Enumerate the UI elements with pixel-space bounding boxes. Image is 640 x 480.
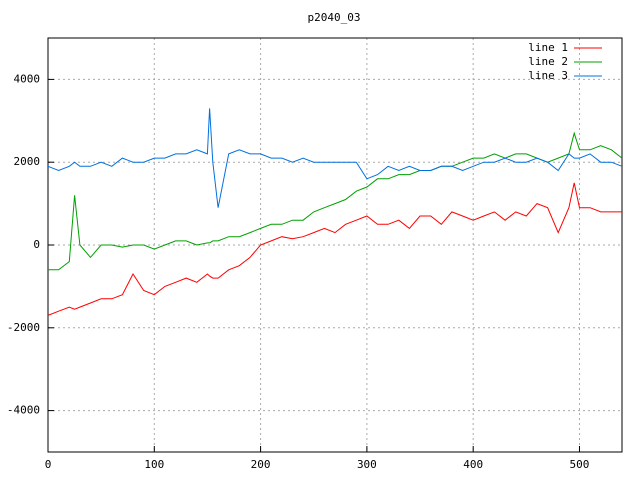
data-line: [47, 108, 623, 208]
legend-label: line 3: [528, 69, 568, 82]
chart-title: p2040_03: [308, 11, 361, 24]
plot-frame: [47, 37, 623, 453]
x-tick-label: 100: [144, 458, 164, 471]
y-tick-label: 4000: [14, 72, 41, 85]
x-tick-label: 0: [45, 458, 52, 471]
data-line: [47, 182, 622, 316]
x-tick-label: 200: [251, 458, 271, 471]
y-tick-label: 2000: [14, 155, 41, 168]
y-tick-label: 0: [33, 238, 40, 251]
data-line: [48, 131, 623, 271]
legend-label: line 2: [528, 55, 568, 68]
x-tick-label: 400: [463, 458, 483, 471]
y-tick-label: -2000: [7, 321, 40, 334]
x-tick-label: 500: [570, 458, 590, 471]
legend-label: line 1: [528, 41, 568, 54]
x-tick-label: 300: [357, 458, 377, 471]
y-tick-label: -4000: [7, 404, 40, 417]
